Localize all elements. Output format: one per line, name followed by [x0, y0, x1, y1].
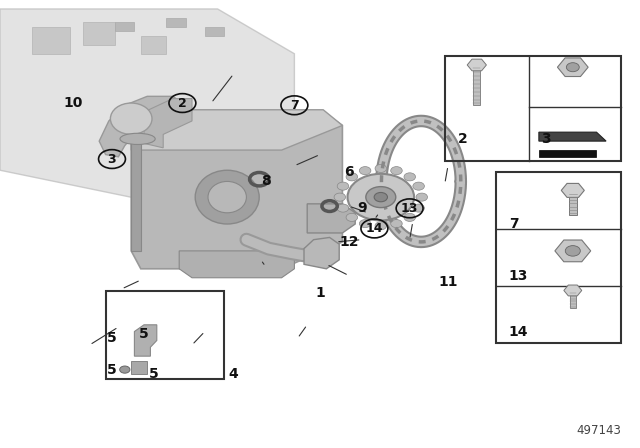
Polygon shape	[0, 9, 294, 215]
Circle shape	[337, 182, 349, 190]
Circle shape	[390, 167, 402, 175]
Polygon shape	[304, 237, 339, 269]
Bar	[445, 56, 621, 161]
Circle shape	[413, 182, 424, 190]
Text: 12: 12	[339, 235, 358, 249]
Ellipse shape	[195, 170, 259, 224]
Bar	[166, 18, 186, 27]
Text: 11: 11	[438, 275, 458, 289]
Circle shape	[366, 187, 396, 207]
Bar	[115, 22, 134, 31]
Text: 4: 4	[228, 367, 239, 381]
Text: 10: 10	[64, 96, 83, 110]
Polygon shape	[99, 96, 182, 157]
Text: 14: 14	[365, 222, 383, 235]
Circle shape	[136, 366, 146, 373]
Circle shape	[566, 63, 579, 72]
Text: 14: 14	[509, 324, 528, 339]
Circle shape	[413, 204, 424, 212]
Text: 3: 3	[108, 152, 116, 166]
Polygon shape	[131, 137, 141, 251]
Circle shape	[390, 220, 402, 228]
Circle shape	[565, 246, 580, 256]
Bar	[570, 290, 576, 308]
Bar	[32, 27, 70, 54]
Polygon shape	[131, 110, 342, 150]
Text: 5: 5	[107, 362, 117, 377]
Text: 13: 13	[509, 268, 528, 283]
Polygon shape	[307, 204, 355, 233]
Bar	[205, 27, 224, 36]
Circle shape	[374, 193, 387, 202]
Bar	[569, 190, 577, 215]
Circle shape	[360, 220, 371, 228]
Text: 5: 5	[148, 367, 159, 381]
Text: 1: 1	[315, 286, 325, 301]
Circle shape	[375, 164, 387, 172]
Text: 2: 2	[458, 132, 467, 146]
Ellipse shape	[120, 134, 155, 145]
Text: 13: 13	[401, 202, 419, 215]
Text: 5: 5	[107, 331, 117, 345]
Text: 2: 2	[178, 96, 187, 110]
Circle shape	[360, 167, 371, 175]
Text: 7: 7	[290, 99, 299, 112]
Polygon shape	[179, 251, 294, 278]
Text: 8: 8	[260, 174, 271, 189]
Circle shape	[346, 213, 358, 221]
Circle shape	[416, 193, 428, 201]
Circle shape	[346, 173, 358, 181]
Polygon shape	[131, 112, 342, 269]
Polygon shape	[134, 325, 157, 356]
Circle shape	[120, 366, 130, 373]
Bar	[141, 36, 166, 54]
Text: 6: 6	[344, 165, 354, 180]
Circle shape	[404, 213, 415, 221]
Bar	[474, 65, 481, 105]
Text: 3: 3	[541, 132, 550, 146]
Polygon shape	[539, 132, 606, 141]
Circle shape	[348, 174, 414, 220]
Circle shape	[334, 193, 346, 201]
Ellipse shape	[110, 103, 152, 134]
Text: 497143: 497143	[576, 424, 621, 437]
Text: 7: 7	[509, 217, 518, 231]
Bar	[496, 172, 621, 343]
Circle shape	[337, 204, 349, 212]
Text: 9: 9	[356, 201, 367, 215]
Bar	[539, 150, 596, 157]
Bar	[106, 291, 224, 379]
Bar	[83, 22, 115, 45]
Bar	[131, 361, 147, 374]
Polygon shape	[144, 99, 192, 148]
Text: 5: 5	[139, 327, 149, 341]
Circle shape	[404, 173, 415, 181]
Circle shape	[375, 222, 387, 230]
Ellipse shape	[208, 181, 246, 213]
